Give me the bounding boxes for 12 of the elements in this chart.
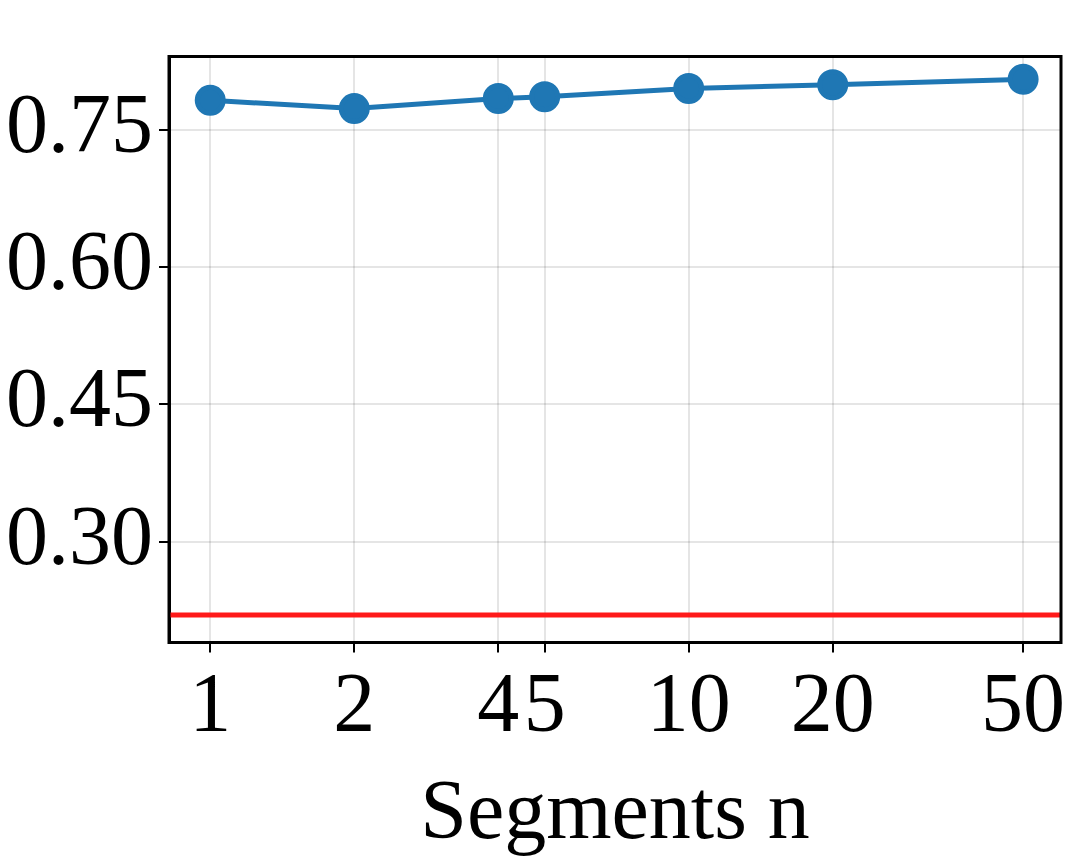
- x-tick-label: 10: [646, 655, 731, 749]
- y-tick-label: 0.45: [6, 351, 153, 445]
- x-tick-label: 4: [477, 655, 520, 749]
- y-tick-label: 0.60: [6, 214, 153, 308]
- x-tick-label: 20: [790, 655, 875, 749]
- x-axis-title: Segments n: [420, 762, 810, 856]
- x-tick-label: 50: [981, 655, 1066, 749]
- x-tick-label: 1: [189, 655, 232, 749]
- y-tick-label: 0.75: [6, 76, 153, 170]
- x-tick-label: 5: [523, 655, 566, 749]
- y-tick-label: 0.30: [6, 488, 153, 582]
- x-tick-label: 2: [333, 655, 376, 749]
